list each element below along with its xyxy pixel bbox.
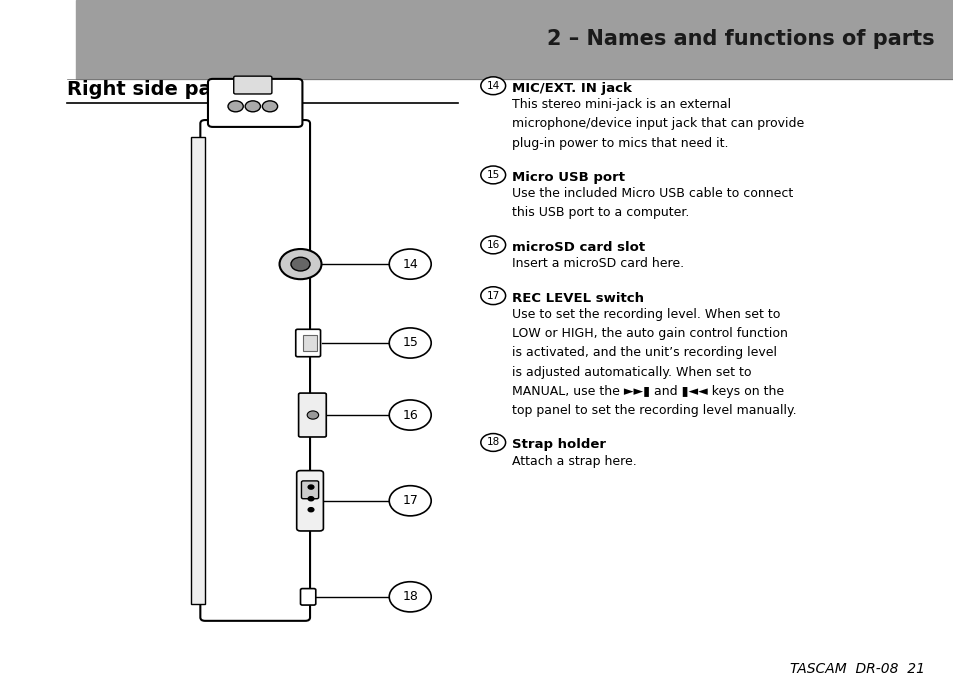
- Circle shape: [308, 497, 314, 501]
- Text: 15: 15: [486, 170, 499, 180]
- Bar: [76, 0, 953, 79]
- Text: microphone/device input jack that can provide: microphone/device input jack that can pr…: [512, 117, 803, 130]
- FancyBboxPatch shape: [295, 329, 320, 357]
- Text: TASCAM  DR-08  21: TASCAM DR-08 21: [789, 662, 924, 676]
- Circle shape: [389, 249, 431, 279]
- Text: 15: 15: [402, 337, 417, 349]
- FancyBboxPatch shape: [200, 120, 310, 621]
- Circle shape: [480, 434, 505, 451]
- Circle shape: [228, 101, 243, 112]
- Text: REC LEVEL switch: REC LEVEL switch: [512, 292, 643, 305]
- Text: 18: 18: [402, 591, 417, 603]
- Text: MIC/EXT. IN jack: MIC/EXT. IN jack: [512, 82, 632, 95]
- Text: MANUAL, use the ►►▮ and ▮◄◄ keys on the: MANUAL, use the ►►▮ and ▮◄◄ keys on the: [512, 385, 783, 398]
- Text: is adjusted automatically. When set to: is adjusted automatically. When set to: [512, 366, 751, 379]
- FancyBboxPatch shape: [233, 76, 272, 94]
- FancyBboxPatch shape: [296, 471, 323, 531]
- Circle shape: [308, 508, 314, 512]
- FancyBboxPatch shape: [298, 393, 326, 437]
- Text: Right side panel: Right side panel: [67, 80, 245, 99]
- Text: plug-in power to mics that need it.: plug-in power to mics that need it.: [512, 137, 728, 150]
- Text: Use the included Micro USB cable to connect: Use the included Micro USB cable to conn…: [512, 187, 793, 200]
- Circle shape: [262, 101, 277, 112]
- Circle shape: [480, 287, 505, 305]
- Text: 16: 16: [486, 240, 499, 250]
- Circle shape: [307, 411, 318, 419]
- Circle shape: [389, 582, 431, 612]
- FancyBboxPatch shape: [208, 79, 302, 127]
- Text: LOW or HIGH, the auto gain control function: LOW or HIGH, the auto gain control funct…: [512, 327, 787, 340]
- FancyBboxPatch shape: [301, 481, 318, 499]
- Text: Insert a microSD card here.: Insert a microSD card here.: [512, 257, 683, 270]
- Text: 2 – Names and functions of parts: 2 – Names and functions of parts: [547, 29, 934, 49]
- Text: 18: 18: [486, 438, 499, 447]
- Circle shape: [480, 77, 505, 95]
- Circle shape: [480, 236, 505, 254]
- Circle shape: [291, 257, 310, 271]
- Text: 16: 16: [402, 409, 417, 421]
- Text: Strap holder: Strap holder: [512, 438, 606, 451]
- Circle shape: [308, 485, 314, 489]
- Text: 17: 17: [486, 291, 499, 300]
- Text: Use to set the recording level. When set to: Use to set the recording level. When set…: [512, 308, 780, 321]
- Text: Micro USB port: Micro USB port: [512, 171, 624, 184]
- Bar: [303, 335, 316, 351]
- Text: is activated, and the unit’s recording level: is activated, and the unit’s recording l…: [512, 346, 777, 359]
- Text: 17: 17: [402, 495, 417, 507]
- Text: Attach a strap here.: Attach a strap here.: [512, 455, 637, 468]
- Circle shape: [389, 328, 431, 358]
- Text: top panel to set the recording level manually.: top panel to set the recording level man…: [512, 404, 796, 417]
- Text: 14: 14: [402, 258, 417, 270]
- Circle shape: [279, 249, 321, 279]
- Text: 14: 14: [486, 81, 499, 91]
- Circle shape: [480, 166, 505, 184]
- Circle shape: [389, 486, 431, 516]
- Text: this USB port to a computer.: this USB port to a computer.: [512, 206, 689, 220]
- Text: This stereo mini-jack is an external: This stereo mini-jack is an external: [512, 98, 731, 111]
- Circle shape: [245, 101, 260, 112]
- Bar: [191, 137, 205, 604]
- FancyBboxPatch shape: [300, 589, 315, 605]
- Circle shape: [389, 400, 431, 430]
- Text: microSD card slot: microSD card slot: [512, 241, 645, 254]
